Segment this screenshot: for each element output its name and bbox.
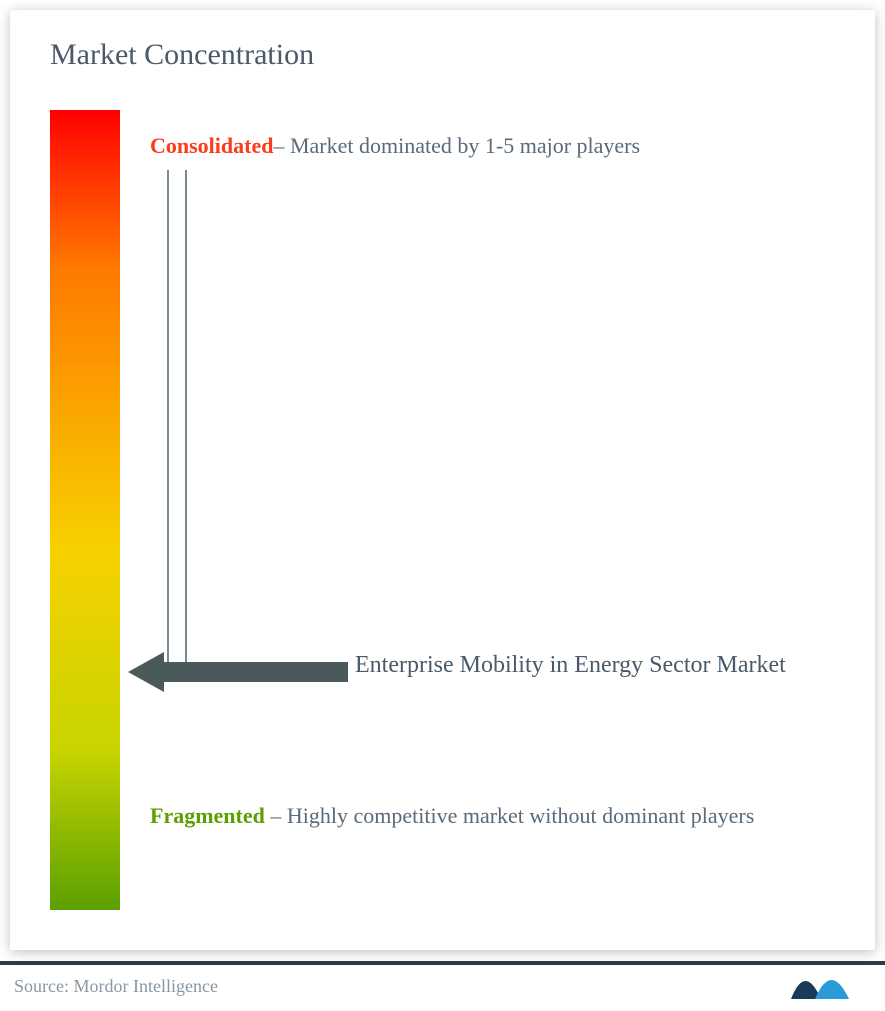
- footer: Source: Mordor Intelligence: [0, 961, 885, 1011]
- consolidated-label: Consolidated: [150, 133, 273, 158]
- arrow-shape: [128, 652, 348, 692]
- consolidated-description: Consolidated– Market dominated by 1-5 ma…: [150, 120, 830, 173]
- fragmented-label: Fragmented: [150, 803, 265, 828]
- bracket-lines: [160, 170, 200, 670]
- consolidated-text: – Market dominated by 1-5 major players: [273, 133, 640, 158]
- concentration-gradient-bar: [50, 110, 120, 910]
- brand-logo-icon: [785, 959, 865, 1003]
- fragmented-text: – Highly competitive market without domi…: [265, 803, 754, 828]
- position-arrow: [128, 650, 348, 694]
- source-text: Source: Mordor Intelligence: [14, 976, 218, 997]
- gradient-rect: [50, 110, 120, 910]
- market-name-label: Enterprise Mobility in Energy Sector Mar…: [355, 646, 835, 684]
- info-card: Market Concentration Consolidated– Marke…: [10, 10, 875, 950]
- chart-title: Market Concentration: [50, 38, 314, 72]
- fragmented-description: Fragmented – Highly competitive market w…: [150, 790, 830, 843]
- logo-wave-2: [815, 980, 849, 999]
